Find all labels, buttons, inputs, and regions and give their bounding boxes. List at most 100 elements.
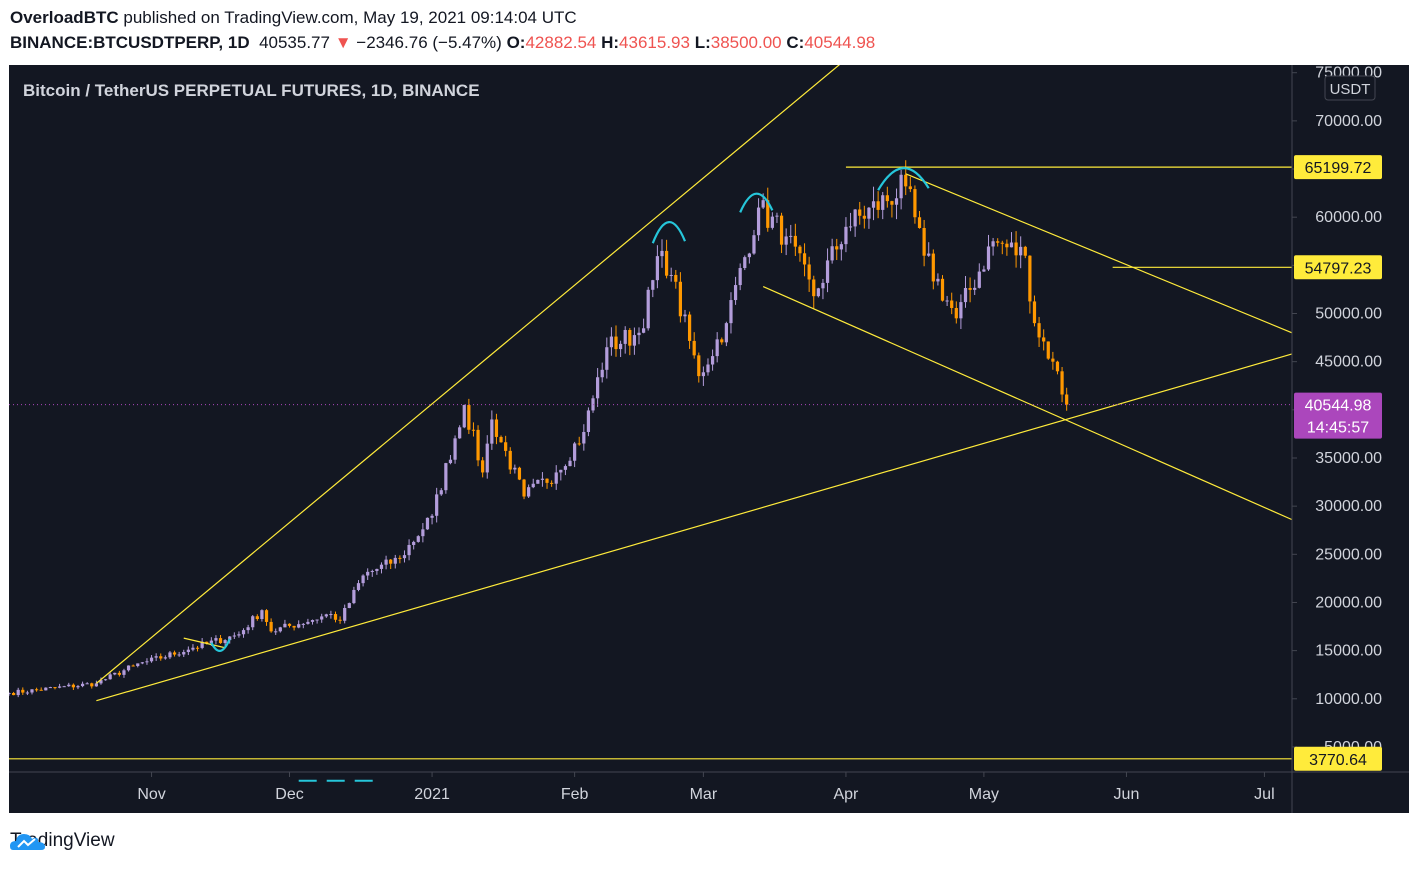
candle-body	[917, 217, 922, 229]
publish-info: published on TradingView.com, May 19, 20…	[123, 8, 577, 27]
open-value: 42882.54	[525, 33, 597, 52]
candle-body	[609, 336, 614, 348]
candle-body	[352, 589, 356, 604]
candle-body	[172, 652, 177, 655]
candle-body	[775, 215, 779, 217]
candle-body	[522, 479, 526, 497]
candle-body	[283, 623, 287, 628]
candle-body	[214, 638, 218, 641]
candle-body	[168, 652, 172, 658]
candle-body	[425, 517, 430, 530]
candle-body	[71, 684, 75, 688]
candle-body	[743, 257, 747, 269]
candle-body	[605, 347, 609, 370]
trendline[interactable]	[96, 353, 1293, 702]
y-tick-label: 35000.00	[1315, 450, 1382, 467]
candle-body	[789, 235, 793, 237]
y-tick-label: 15000.00	[1315, 643, 1382, 660]
peak-arc[interactable]	[739, 192, 774, 213]
footer-brand[interactable]: TradingView	[10, 830, 115, 852]
candle-body	[996, 241, 1000, 243]
peak-arc[interactable]	[651, 221, 687, 244]
candle-body	[853, 209, 857, 227]
candle-body	[402, 555, 407, 559]
candle-body	[481, 460, 485, 473]
candle-body	[11, 693, 16, 696]
level-label-65199-bg[interactable]	[1294, 155, 1382, 180]
ohlc-line: BINANCE:BTCUSDTPERP, 1D 40535.77 ▼ −2346…	[10, 33, 875, 53]
candle-body	[113, 672, 117, 675]
trendline[interactable]	[95, 65, 841, 684]
candle-body	[715, 339, 719, 357]
trendline[interactable]	[762, 285, 1293, 521]
candle-body	[177, 654, 181, 656]
candle-body	[710, 356, 715, 365]
trendline[interactable]	[905, 173, 1293, 334]
candle-body	[559, 469, 563, 473]
candle-body	[140, 662, 144, 664]
candle-body	[517, 467, 522, 480]
candle-body	[333, 614, 338, 620]
candle-body	[600, 369, 604, 378]
candle-body	[494, 419, 499, 437]
x-tick-label: Feb	[561, 786, 589, 803]
open-label: O:	[506, 33, 526, 52]
down-arrow-icon: ▼	[334, 33, 352, 52]
candle-body	[536, 479, 540, 484]
candle-body	[802, 253, 807, 265]
change-value: −2346.76 (−5.47%)	[356, 33, 502, 52]
candle-body	[821, 282, 825, 289]
currency-badge[interactable]	[1324, 75, 1376, 101]
trendline[interactable]	[183, 637, 226, 649]
candle-body	[375, 568, 379, 571]
candle-body	[669, 274, 673, 276]
candle-body	[641, 328, 646, 333]
candle-body	[697, 355, 701, 377]
candle-body	[16, 689, 20, 696]
candle-body	[195, 647, 200, 649]
candle-body	[315, 619, 319, 621]
level-label-54797-bg[interactable]	[1294, 255, 1382, 280]
candle-body	[862, 215, 866, 219]
candle-body	[692, 340, 696, 356]
candle-body	[968, 288, 972, 290]
candle-body	[885, 195, 889, 202]
candle-body	[568, 460, 572, 467]
candle-body	[922, 228, 926, 256]
candle-body	[34, 689, 39, 691]
candle-body	[1009, 242, 1014, 248]
candle-body	[527, 487, 531, 497]
peak-arc[interactable]	[210, 638, 231, 652]
candle-body	[320, 616, 324, 620]
candle-body	[913, 189, 917, 218]
candle-body	[623, 329, 627, 344]
y-tick-label: 60000.00	[1315, 209, 1382, 226]
author-name[interactable]: OverloadBTC	[10, 8, 119, 27]
candle-body	[448, 459, 453, 464]
last-price-label-bg[interactable]	[1294, 392, 1382, 439]
level-label-3770-bg[interactable]	[1294, 746, 1382, 771]
candle-body	[435, 494, 439, 516]
candle-body	[504, 442, 508, 451]
candle-body	[573, 443, 577, 461]
x-tick-label: Mar	[690, 786, 718, 803]
candle-body	[205, 641, 209, 644]
candle-body	[825, 260, 830, 283]
candle-body	[490, 419, 494, 444]
peak-arc[interactable]	[877, 167, 930, 191]
last-price-label: 40544.98	[1305, 398, 1372, 415]
candle-body	[586, 410, 591, 432]
candle-body	[44, 687, 48, 691]
candle-body	[793, 235, 797, 247]
candle-body	[687, 314, 692, 341]
x-tick-label: May	[969, 786, 999, 803]
candle-body	[973, 287, 977, 290]
candle-body	[67, 684, 71, 687]
candle-body	[412, 541, 416, 545]
chart-svg[interactable]: Bitcoin / TetherUS PERPETUAL FUTURES, 1D…	[9, 65, 1409, 813]
candle-body	[508, 450, 512, 470]
close-label: C:	[786, 33, 805, 52]
chart-panel[interactable]: Bitcoin / TetherUS PERPETUAL FUTURES, 1D…	[9, 65, 1409, 813]
y-tick-label: 20000.00	[1315, 594, 1382, 611]
candle-body	[835, 246, 839, 250]
